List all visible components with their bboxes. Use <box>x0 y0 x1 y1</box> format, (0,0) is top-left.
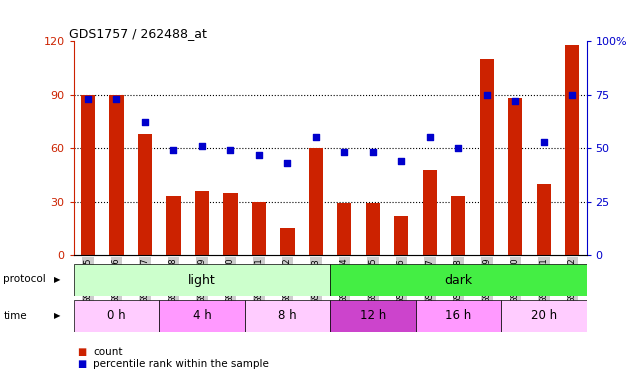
Bar <box>252 202 266 255</box>
Text: ■: ■ <box>77 359 86 369</box>
Point <box>83 96 93 102</box>
Bar <box>309 148 323 255</box>
Bar <box>508 98 522 255</box>
Text: 12 h: 12 h <box>360 309 386 322</box>
Point <box>481 92 492 98</box>
Bar <box>138 134 152 255</box>
Text: count: count <box>93 347 122 357</box>
Text: ▶: ▶ <box>54 311 61 320</box>
Bar <box>110 95 124 255</box>
Point <box>453 145 463 151</box>
Bar <box>81 95 95 255</box>
Text: 4 h: 4 h <box>192 309 212 322</box>
Bar <box>166 196 181 255</box>
Point <box>396 158 406 164</box>
Point <box>567 92 578 98</box>
Text: light: light <box>188 274 216 287</box>
Point <box>339 149 349 155</box>
Point <box>169 147 179 153</box>
Text: 16 h: 16 h <box>445 309 471 322</box>
Text: protocol: protocol <box>3 274 46 284</box>
Point <box>254 152 264 157</box>
Point <box>368 149 378 155</box>
Bar <box>394 216 408 255</box>
Text: ▶: ▶ <box>54 275 61 284</box>
Point <box>197 143 207 149</box>
Bar <box>451 196 465 255</box>
Text: 20 h: 20 h <box>531 309 557 322</box>
Bar <box>74 264 330 296</box>
Text: percentile rank within the sample: percentile rank within the sample <box>93 359 269 369</box>
Point <box>282 160 292 166</box>
Bar <box>366 203 380 255</box>
Point <box>140 120 150 126</box>
Point <box>538 139 549 145</box>
Bar <box>415 300 501 332</box>
Bar <box>422 170 437 255</box>
Bar <box>337 203 351 255</box>
Text: ■: ■ <box>77 347 86 357</box>
Bar <box>330 264 587 296</box>
Text: time: time <box>3 311 27 321</box>
Point <box>112 96 122 102</box>
Point <box>510 98 520 104</box>
Bar <box>565 45 579 255</box>
Bar <box>195 191 209 255</box>
Point <box>311 135 321 141</box>
Bar <box>280 228 294 255</box>
Bar <box>537 184 551 255</box>
Text: 8 h: 8 h <box>278 309 297 322</box>
Bar <box>501 300 587 332</box>
Bar <box>74 300 159 332</box>
Point <box>425 135 435 141</box>
Point <box>225 147 235 153</box>
Bar <box>245 300 330 332</box>
Bar <box>330 300 415 332</box>
Bar <box>479 59 494 255</box>
Text: dark: dark <box>444 274 472 287</box>
Bar <box>159 300 245 332</box>
Text: GDS1757 / 262488_at: GDS1757 / 262488_at <box>69 27 206 40</box>
Bar <box>223 193 238 255</box>
Text: 0 h: 0 h <box>107 309 126 322</box>
